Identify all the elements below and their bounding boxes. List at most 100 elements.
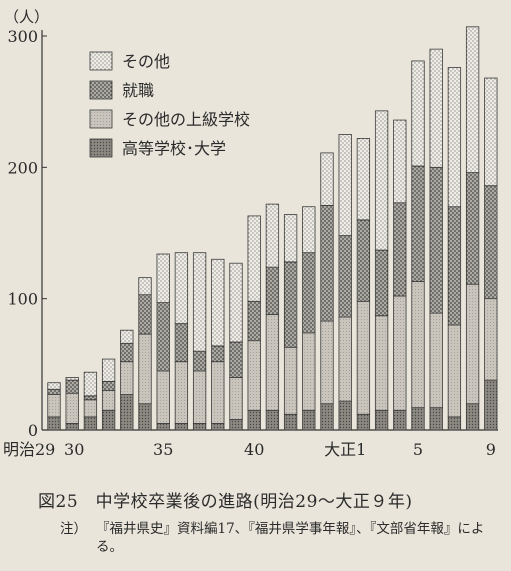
legend-swatch-cross (89, 80, 113, 100)
bar-segment-cross-21 (429, 166, 443, 314)
bar-segment-dots-10 (229, 262, 243, 343)
bar-segment-cross-23 (465, 172, 480, 285)
note-lead: 注） (60, 521, 87, 537)
bar-segment-dots-13 (283, 214, 298, 263)
bar-segment-dots-0 (47, 382, 61, 390)
bar-segment-dots-12 (265, 203, 280, 268)
bar-segment-light-9 (211, 361, 225, 424)
bar-segment-cross-0 (47, 388, 61, 395)
bar-segment-dots-2 (83, 371, 98, 397)
bar-segment-cross-19 (393, 202, 407, 297)
x-tick-label: 5 (413, 440, 423, 459)
bar-segment-dark-5 (138, 403, 152, 431)
bar-segment-cross-11 (247, 300, 261, 342)
bar-segment-dark-16 (338, 400, 352, 431)
bar-segment-cross-13 (283, 261, 298, 348)
legend-swatch-light (89, 109, 113, 129)
bar-segment-light-23 (465, 283, 480, 405)
bar-segment-dark-4 (120, 394, 134, 431)
y-unit-label: （人） (4, 8, 49, 26)
bar-segment-dark-2 (83, 416, 98, 431)
bar-segment-light-10 (229, 377, 243, 420)
bar-segment-cross-24 (484, 185, 498, 300)
bar-segment-dark-15 (320, 403, 334, 431)
x-tick-label: 30 (64, 440, 84, 459)
bar-segment-cross-22 (447, 206, 462, 326)
bar-segment-dots-20 (411, 60, 425, 167)
bar-segment-dark-20 (411, 407, 425, 431)
bar-segment-cross-10 (229, 341, 243, 378)
y-tick-label: 200 (7, 158, 38, 177)
bar-segment-light-18 (374, 315, 389, 411)
bar-segment-light-0 (47, 394, 61, 418)
note-text: 『福井県史』資料編17、『福井県学事年報』、『文部省年報』による。 (96, 521, 485, 555)
bar-segment-cross-1 (65, 379, 79, 394)
x-tick-label: 35 (153, 440, 173, 459)
bar-segment-light-16 (338, 316, 352, 402)
bar-segment-dark-19 (393, 409, 407, 431)
bar-segment-dots-3 (101, 358, 116, 382)
bar-segment-light-3 (101, 390, 116, 411)
bar-segment-cross-5 (138, 294, 152, 335)
figure-caption: 図25 中学校卒業後の進路(明治29〜大正９年) (38, 492, 413, 512)
bar-segment-cross-2 (83, 395, 98, 401)
bar-segment-dark-13 (283, 413, 298, 431)
bar-segment-light-19 (393, 295, 407, 411)
bar-segment-light-11 (247, 340, 261, 411)
legend-swatch-dots (89, 51, 113, 71)
bar-segment-light-2 (83, 399, 98, 418)
bar-segment-dots-9 (211, 258, 225, 347)
bar-segment-light-14 (302, 332, 316, 411)
bar-segment-dots-18 (374, 110, 389, 251)
bar-segment-light-24 (484, 298, 498, 381)
bar-segment-dark-18 (374, 409, 389, 431)
bar-segment-cross-9 (211, 345, 225, 363)
bar-segment-cross-7 (174, 323, 189, 363)
bar-segment-dark-14 (302, 409, 316, 431)
bar-segment-cross-18 (374, 249, 389, 317)
bar-segment-dots-6 (156, 253, 170, 303)
bar-segment-cross-15 (320, 205, 334, 322)
bar-segment-dark-21 (429, 407, 443, 431)
bar-segment-dots-11 (247, 215, 261, 302)
bar-segment-dark-24 (484, 379, 498, 431)
bar-segment-light-12 (265, 314, 280, 411)
bar-segment-dark-1 (65, 423, 79, 431)
bar-segment-dots-24 (484, 77, 498, 187)
x-tick-label: 大正1 (324, 440, 366, 459)
x-tick-label: 明治29 (3, 440, 55, 459)
bar-segment-cross-12 (265, 266, 280, 315)
bar-segment-cross-14 (302, 252, 316, 334)
bar-segment-dark-8 (192, 423, 207, 431)
bar-segment-cross-6 (156, 302, 170, 372)
bar-segment-dots-8 (192, 252, 207, 352)
bar-segment-light-21 (429, 312, 443, 409)
legend-label: 高等学校･大学 (122, 139, 226, 158)
bar-segment-dark-7 (174, 423, 189, 431)
bar-segment-dots-4 (120, 329, 134, 344)
bar-segment-light-22 (447, 324, 462, 418)
bar-segment-light-6 (156, 370, 170, 424)
bar-segment-dots-16 (338, 134, 352, 237)
x-tick-label: 40 (244, 440, 264, 459)
bar-segment-dark-3 (101, 409, 116, 431)
y-tick-label: 0 (28, 421, 38, 440)
bar-segment-dots-7 (174, 252, 189, 325)
stacked-bar-chart: 0 100 200 300（人） 明治29 30 35 40 大正1 5 9 その他就職その他の上級… (3, 8, 498, 459)
bar-segment-dark-6 (156, 423, 170, 431)
y-tick-label: 100 (7, 290, 38, 309)
legend-swatch-dark (89, 138, 113, 158)
bar-segment-dark-17 (356, 413, 371, 431)
bar-segment-dark-22 (447, 416, 462, 431)
bar-segment-light-1 (65, 392, 79, 424)
bar-segment-cross-4 (120, 342, 134, 363)
legend-label: その他 (122, 52, 170, 71)
bar-segment-dots-21 (429, 48, 443, 168)
bar-segment-dark-12 (265, 409, 280, 431)
bar-segment-light-4 (120, 361, 134, 395)
source-note: 注） 『福井県史』資料編17、『福井県学事年報』、『文部省年報』による。 (60, 520, 500, 556)
bar-segment-dots-22 (447, 67, 462, 208)
bar-segment-dots-15 (320, 152, 334, 206)
legend-label: 就職 (122, 81, 154, 100)
bar-segment-light-7 (174, 361, 189, 424)
